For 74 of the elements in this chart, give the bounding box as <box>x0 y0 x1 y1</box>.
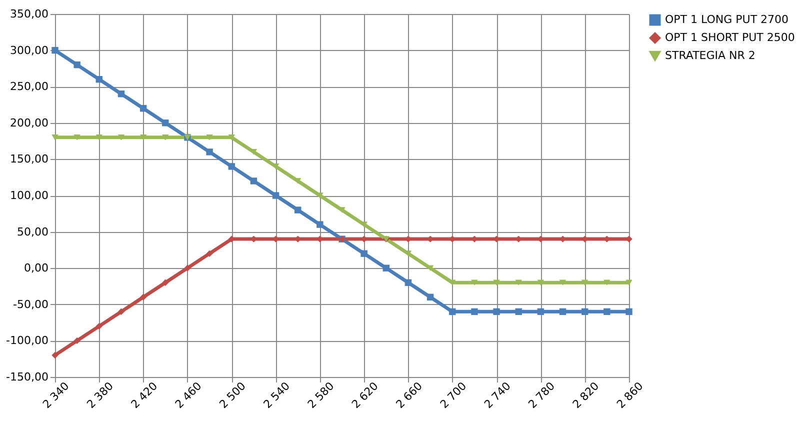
x-tick-label: 2 500 <box>216 380 248 412</box>
point <box>382 264 390 272</box>
point <box>626 280 632 286</box>
point <box>228 163 235 170</box>
point <box>559 280 566 286</box>
point <box>140 294 147 300</box>
point <box>184 264 191 272</box>
x-tick-label: 2 540 <box>261 380 293 412</box>
y-tick-label: -100,00 <box>6 334 48 348</box>
y-tick-label: 300,00 <box>10 44 48 57</box>
point <box>118 308 125 316</box>
x-tick-label: 2 860 <box>614 380 646 412</box>
point <box>404 279 412 286</box>
point <box>426 294 434 300</box>
y-tick-label: 200,00 <box>10 116 48 130</box>
point <box>604 308 610 316</box>
y-tick-label: 150,00 <box>10 152 48 166</box>
y-tick-label: 50,00 <box>17 225 48 238</box>
point <box>604 280 610 286</box>
point <box>626 308 632 316</box>
point <box>294 206 302 214</box>
y-tick-label: -50,00 <box>13 298 48 311</box>
legend-label: OPT 1 SHORT PUT 2500 <box>665 31 795 44</box>
point <box>96 76 103 83</box>
point <box>118 90 125 98</box>
point <box>206 148 213 156</box>
point <box>140 134 147 140</box>
point <box>250 178 258 184</box>
point <box>52 134 58 140</box>
point <box>74 134 80 140</box>
point <box>162 120 169 126</box>
point <box>537 280 544 286</box>
point <box>140 105 147 112</box>
x-tick-label: 2 380 <box>84 380 116 412</box>
point <box>96 322 103 330</box>
x-tick-label: 2 820 <box>570 380 602 412</box>
point <box>206 250 213 257</box>
y-tick-label: 0,00 <box>24 262 48 275</box>
x-tick-label: 2 460 <box>172 380 204 412</box>
point <box>96 134 103 140</box>
point <box>228 134 235 140</box>
x-tick-label: 2 780 <box>526 380 558 412</box>
y-tick-label: 350,00 <box>10 8 48 20</box>
point <box>471 308 478 316</box>
point <box>118 134 125 140</box>
point <box>581 280 588 286</box>
point <box>162 134 169 140</box>
point <box>537 308 544 316</box>
x-tick-label: 2 660 <box>394 380 425 412</box>
point <box>360 250 368 257</box>
point <box>449 308 456 316</box>
point <box>316 221 324 228</box>
x-tick-label: 2 740 <box>482 380 514 412</box>
point <box>206 134 213 140</box>
point <box>493 280 500 286</box>
point <box>162 279 169 286</box>
point <box>581 308 588 316</box>
point <box>74 337 80 344</box>
y-tick-label: 100,00 <box>10 189 48 202</box>
point <box>493 308 500 316</box>
x-tick-label: 2 580 <box>305 380 337 412</box>
point <box>515 280 522 286</box>
x-tick-label: 2 420 <box>128 380 160 412</box>
point <box>272 192 280 199</box>
legend-label: STRATEGIA NR 2 <box>665 49 756 62</box>
point <box>74 61 80 68</box>
x-tick-label: 2 620 <box>349 380 381 412</box>
point <box>515 308 522 316</box>
point <box>52 352 58 359</box>
x-tick-label: 2 700 <box>438 380 470 412</box>
legend-label: OPT 1 LONG PUT 2700 <box>665 13 789 26</box>
point <box>471 280 478 286</box>
y-tick-label: 250,00 <box>10 80 48 94</box>
point <box>559 308 566 316</box>
